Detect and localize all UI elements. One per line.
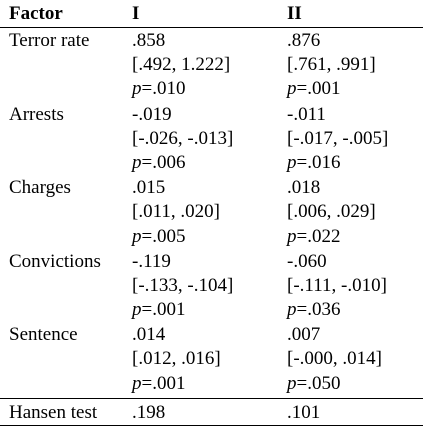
p-symbol: p [287,299,297,321]
factor-label: Convictions [0,249,128,323]
estimate-value: .007 [287,324,321,346]
confidence-interval: [.012, .016] [132,348,221,370]
p-equals: = [141,372,153,394]
p-equals: = [141,78,153,100]
p-symbol: p [132,372,142,394]
table-row: Convictions -.119 [-.133, -.104] p=.001 -.06… [0,249,423,323]
table-row: Charges .015 [.011, .020] p=.005.018 [.006, … [0,175,423,249]
p-value-line: p=.050 [287,372,423,396]
p-symbol: p [287,225,297,247]
confidence-interval: [.006, .029] [287,201,376,223]
p-value: .001 [307,78,341,100]
p-value-line: p=.001 [287,77,423,101]
model-ii-cell: .007 [-.000, .014] p=.050 [283,322,423,399]
p-equals: = [141,151,153,173]
confidence-interval: [-.026, -.013] [132,127,234,149]
factor-name: Convictions [9,250,101,272]
p-value-line: p=.036 [287,298,423,322]
header-model-ii: II [283,0,423,28]
p-value-line: p=.022 [287,225,423,249]
estimate-value: .014 [132,324,166,346]
p-value-line: p=.005 [132,225,283,249]
p-symbol: p [287,372,297,394]
hansen-test-row: Hansen test .198.101 [0,398,423,427]
factor-label: Sentence [0,322,128,399]
table-row: Arrests -.019 [-.026, -.013] p=.006 -.011 [-.… [0,102,423,176]
hansen-model-ii-value: .101 [283,398,423,427]
confidence-interval: [.492, 1.222] [132,54,231,76]
estimate-value: -.060 [287,250,327,272]
estimate-value: -.019 [132,103,172,125]
confidence-interval: [.761, .991] [287,54,376,76]
p-value-line: p=.001 [132,372,283,396]
model-ii-cell: -.060 [-.111, -.010] p=.036 [283,249,423,323]
hansen-model-i-value: .198 [128,398,283,427]
estimate-value: .876 [287,30,321,51]
p-value-line: p=.001 [132,298,283,322]
estimate-value: .018 [287,177,321,199]
table-header-row: Factor I II [0,0,423,28]
factor-name: Charges [9,177,71,199]
p-value: .005 [152,225,186,247]
model-ii-cell: .876 [.761, .991] p=.001 [283,28,423,102]
confidence-interval: [-.017, -.005] [287,127,389,149]
estimate-value: .858 [132,30,166,51]
p-equals: = [141,299,153,321]
p-value: .006 [152,151,186,173]
p-equals: = [296,225,308,247]
hansen-test-label: Hansen test [0,398,128,427]
table-body: Terror rate .858 [.492, 1.222] p=.010.876 [.… [0,28,423,427]
estimate-value: .015 [132,177,166,199]
confidence-interval: [-.133, -.104] [132,274,234,296]
estimate-value: -.011 [287,103,326,125]
model-ii-cell: -.011 [-.017, -.005] p=.016 [283,102,423,176]
factor-name: Sentence [9,324,78,346]
p-equals: = [141,225,153,247]
factor-name: Arrests [9,103,64,125]
p-value: .022 [307,225,341,247]
model-i-cell: -.019 [-.026, -.013] p=.006 [128,102,283,176]
p-value: .050 [307,372,341,394]
p-value-line: p=.006 [132,151,283,175]
factor-label: Charges [0,175,128,249]
table-row: Sentence .014 [.012, .016] p=.001.007 [-.000… [0,322,423,399]
model-i-cell: .014 [.012, .016] p=.001 [128,322,283,399]
p-equals: = [296,78,308,100]
p-symbol: p [287,151,297,173]
confidence-interval: [.011, .020] [132,201,220,223]
p-equals: = [296,151,308,173]
factor-label: Terror rate [0,28,128,102]
model-i-cell: .858 [.492, 1.222] p=.010 [128,28,283,102]
p-equals: = [296,372,308,394]
p-equals: = [296,299,308,321]
p-symbol: p [132,78,142,100]
p-symbol: p [132,299,142,321]
header-factor: Factor [0,0,128,28]
p-value: .016 [307,151,341,173]
p-symbol: p [132,225,142,247]
p-symbol: p [132,151,142,173]
p-value: .001 [152,372,186,394]
p-value: .036 [307,299,341,321]
model-i-cell: .015 [.011, .020] p=.005 [128,175,283,249]
factor-label: Arrests [0,102,128,176]
table-row: Terror rate .858 [.492, 1.222] p=.010.876 [.… [0,28,423,102]
model-ii-cell: .018 [.006, .029] p=.022 [283,175,423,249]
p-value: .010 [152,78,186,100]
p-value-line: p=.016 [287,151,423,175]
factor-name: Terror rate [9,30,90,51]
confidence-interval: [-.111, -.010] [287,274,387,296]
model-i-cell: -.119 [-.133, -.104] p=.001 [128,249,283,323]
header-model-i: I [128,0,283,28]
p-value-line: p=.010 [132,77,283,101]
p-symbol: p [287,78,297,100]
confidence-interval: [-.000, .014] [287,348,382,370]
estimate-value: -.119 [132,250,171,272]
p-value: .001 [152,299,186,321]
